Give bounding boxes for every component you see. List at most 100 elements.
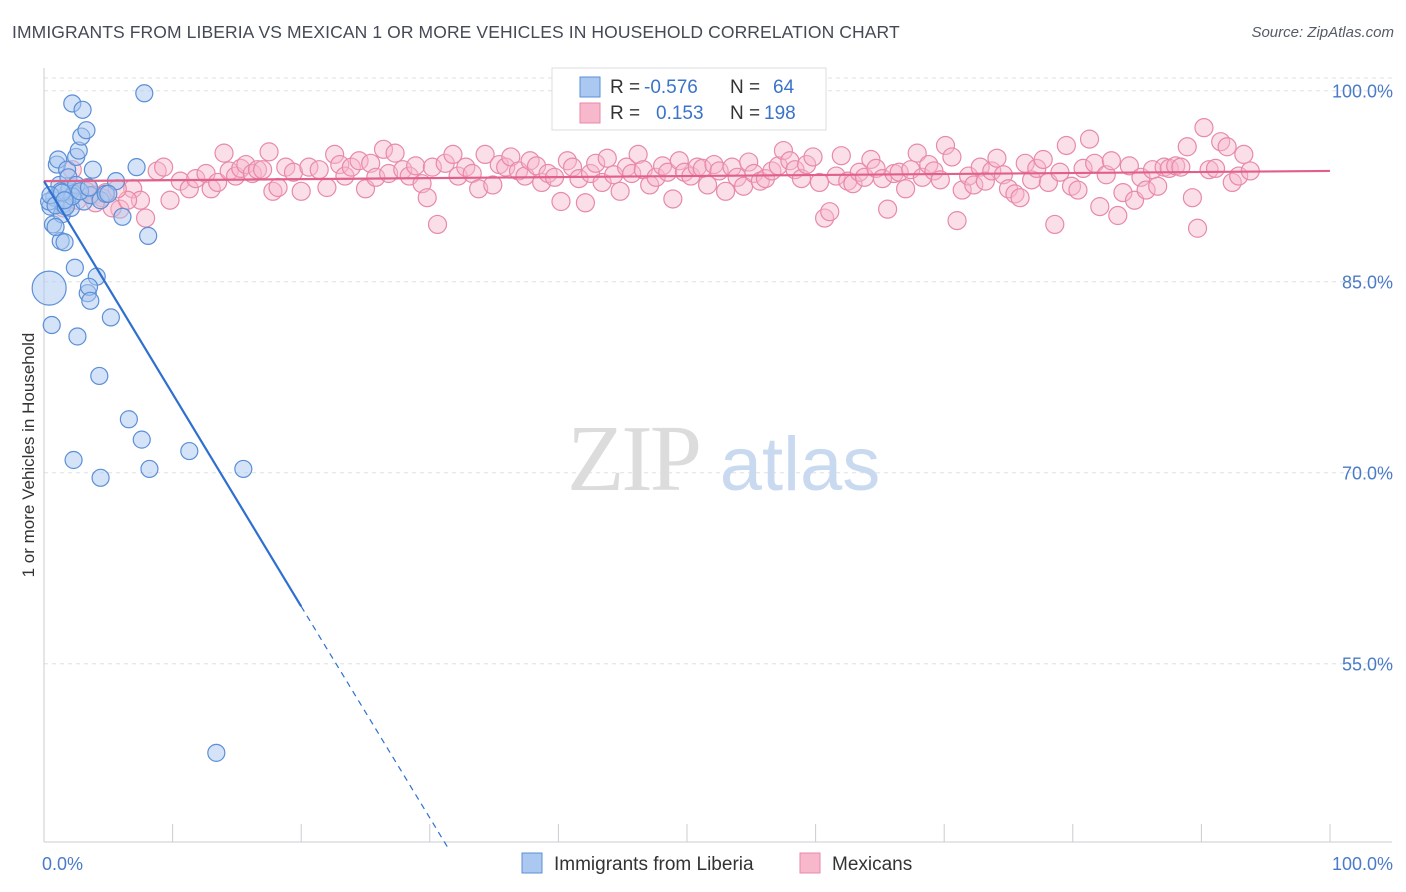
legend-n-label-liberia: N = [730,77,760,98]
mexicans-point [1217,137,1237,157]
mexicans-point [826,166,846,186]
mexicans-point [1136,180,1156,200]
legend-n-value-liberia: 64 [773,77,795,98]
mexicans-point [259,142,279,162]
mexicans-point [520,151,540,171]
mexicans-point [809,172,830,193]
mexicans-point [715,181,736,201]
mexicans-point [975,171,995,191]
y-tick-label: 85.0% [1342,273,1393,293]
mexicans-point [773,140,794,161]
mexicans-point [1113,183,1133,203]
mexicans-point [268,177,288,198]
tick-layer: 100.0% 85.0% 70.0% 55.0% 0.0% 100.0% [42,82,1393,874]
mexicans-point [597,148,617,168]
legend-r-label-liberia: R = [610,77,640,98]
mexicans-point [325,144,345,164]
legend-r-value-mexicans: 0.153 [656,103,704,124]
trend-layer [43,169,1331,850]
mexicans-point [242,163,262,184]
mexicans-point [551,191,571,212]
mexicans-point [935,135,956,156]
chart-source: Source: ZipAtlas.com [1251,24,1394,41]
y-tick-label: 70.0% [1342,464,1393,484]
mexicans-point [907,143,927,163]
bottom-legend-swatch-mexicans [799,852,821,874]
liberia-trend-extension [300,606,450,850]
mexicans-point [866,158,886,179]
legend-n-value-mexicans: 198 [764,103,796,124]
legend-n-label-mexicans: N = [730,103,760,124]
mexicans-point [942,147,962,167]
mexicans-point [1010,188,1030,208]
y-axis-title: 1 or more Vehicles in Household [19,333,38,578]
mexicans-point [878,199,898,219]
mexicans-point [739,152,759,172]
mexicans-point [427,214,448,235]
mexicans-point [349,151,369,171]
bottom-legend-swatch-liberia [521,852,543,874]
mexicans-point [987,148,1007,168]
mexicans-point [1234,144,1254,164]
mexicans-point [422,157,442,177]
liberia-point [127,158,146,177]
mexicans-point [889,162,909,182]
mexicans-point [135,208,156,228]
liberia-point [91,468,110,487]
bottom-legend-label-liberia: Immigrants from Liberia [554,854,754,875]
mexicans-point [341,157,361,177]
liberia-point [77,121,96,140]
mexicans-point [1022,170,1042,190]
liberia-point [64,450,83,470]
mexicans-point [317,177,337,198]
mexicans-point [557,151,578,171]
mexicans-point [373,139,394,159]
liberia-point [90,366,109,386]
mexicans-point [628,144,648,164]
mexicans-point [964,175,984,195]
mexicans-point [820,202,840,222]
mexicans-point [253,160,273,180]
mexicans-point [1108,205,1128,226]
mexicans-point [575,193,596,213]
watermark: ZIP atlas [567,407,880,511]
mexicans-point [496,157,516,177]
liberia-point [73,100,92,119]
mexicans-point [1090,197,1110,217]
mexicans-point [796,154,817,175]
mexicans-point [1187,218,1208,238]
liberia-trend-line [43,180,303,608]
mexicans-point [1005,184,1025,204]
mexicans-point [385,143,405,163]
mexicans-point [469,179,489,199]
mexicans-point [586,153,606,173]
mexicans-point [475,144,495,164]
mexicans-point [483,175,503,195]
mexicans-point [663,189,683,209]
y-tick-label: 55.0% [1342,655,1393,675]
y-tick-label: 100.0% [1332,82,1393,102]
mexicans-point [1045,214,1065,235]
mexicans-point [947,211,967,231]
mexicans-point [330,154,350,175]
legend-r-value-liberia: -0.576 [644,77,698,98]
liberia-point [113,207,132,226]
x-tick-label: 0.0% [42,854,83,874]
bottom-legend: Immigrants from Liberia Mexicans [521,852,912,875]
mexicans-point [669,151,689,171]
mexicans-point [1199,160,1219,180]
liberia-point [119,410,138,429]
mexicans-point [406,156,426,176]
liberia-point [42,315,61,335]
mexicans-point [1148,176,1168,196]
mexicans-point [755,168,776,189]
liberia-point [81,291,100,310]
mexicans-point [982,161,1002,181]
liberia-point [65,258,84,277]
mexicans-point [896,179,916,199]
mexicans-point [443,144,463,164]
mexicans-point [1171,157,1191,177]
mexicans-point [610,181,630,201]
mexicans-point [803,147,823,167]
